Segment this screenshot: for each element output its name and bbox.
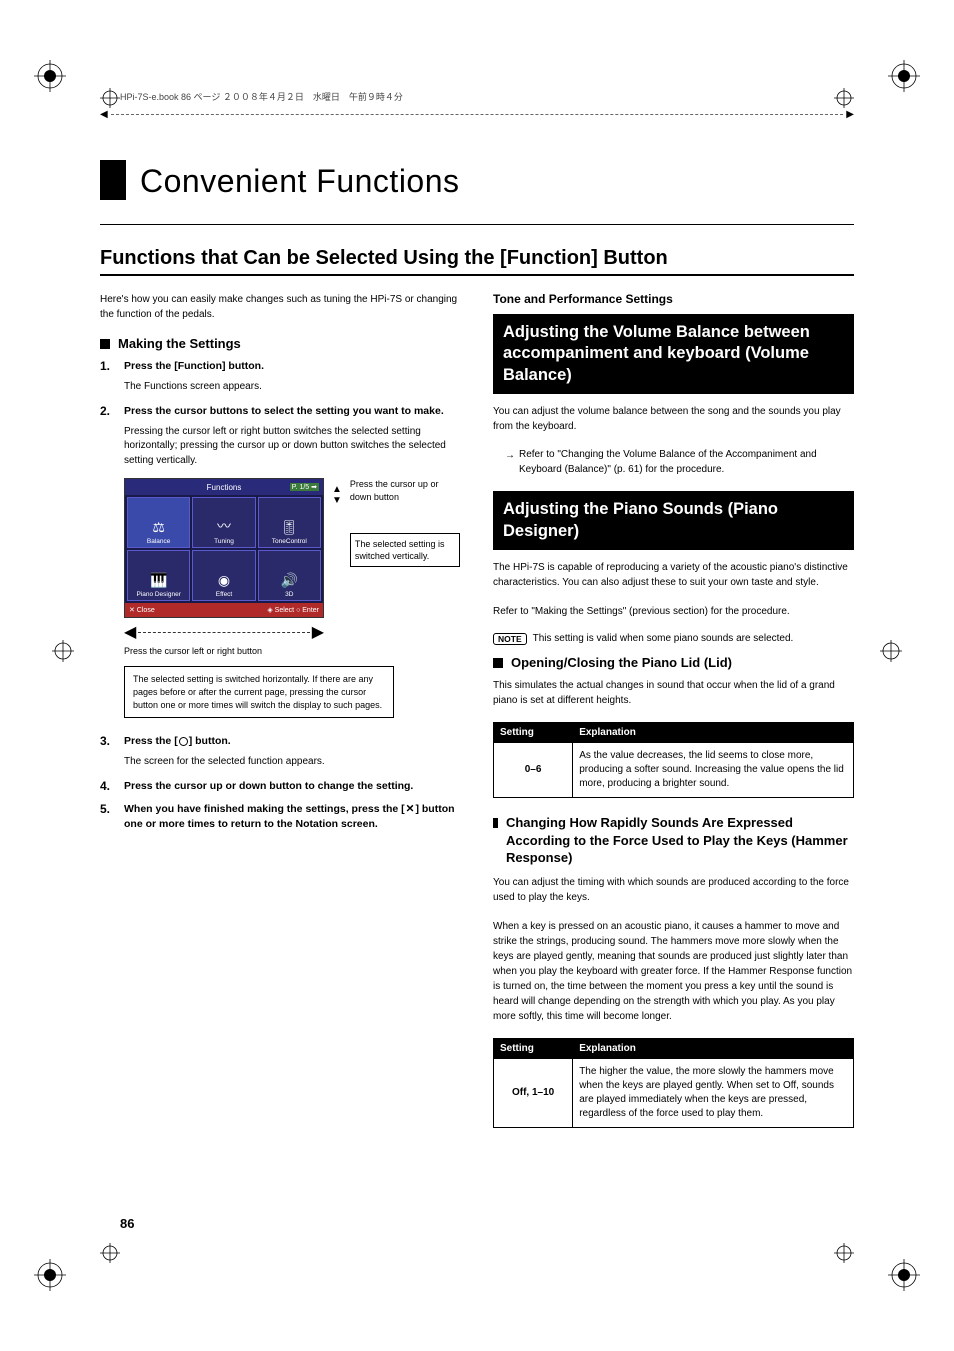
step-desc: The Functions screen appears. [124, 380, 461, 395]
note-text: This setting is valid when some piano so… [533, 633, 794, 644]
print-mark-icon [834, 1243, 854, 1263]
switch-explain-box: The selected setting is switched horizon… [124, 666, 394, 718]
th-explanation: Explanation [573, 1038, 854, 1058]
arrow-up-icon: ▲ [332, 484, 342, 495]
hammer-settings-table: SettingExplanation Off, 1–10The higher t… [493, 1038, 854, 1128]
square-bullet-icon [493, 818, 498, 828]
step-number: 5. [100, 802, 116, 831]
th-setting: Setting [494, 723, 573, 743]
functions-screen-figure: Functions P. 1/5 ➡ ⚖Balance 〰Tuning 🎚Ton… [124, 478, 324, 618]
piano-designer-heading: Adjusting the Piano Sounds (Piano Design… [493, 491, 854, 550]
fig-title: Functions [207, 483, 242, 492]
step-text: Press the [Function] button. [124, 359, 264, 374]
table-cell: The higher the value, the more slowly th… [573, 1058, 854, 1127]
fig-cell: ◉Effect [192, 550, 255, 601]
step-number: 3. [100, 734, 116, 749]
body-text: You can adjust the timing with which sou… [493, 875, 854, 905]
fig-cell: 🎹Piano Designer [127, 550, 190, 601]
ref-text: Refer to "Changing the Volume Balance of… [519, 448, 854, 477]
fig-arrow-horizontal: ◀▶ [124, 622, 324, 642]
step-number: 4. [100, 779, 116, 794]
fig-cell: ⚖Balance [127, 497, 190, 548]
fig-select: ◈ Select [267, 607, 294, 614]
step-desc: Pressing the cursor left or right button… [124, 425, 461, 469]
heading-text: Opening/Closing the Piano Lid (Lid) [511, 655, 732, 670]
fig-enter: ○ Enter [296, 607, 319, 614]
volume-balance-heading: Adjusting the Volume Balance between acc… [493, 314, 854, 394]
fig-close: ✕ Close [129, 606, 155, 614]
body-text: You can adjust the volume balance betwee… [493, 404, 854, 434]
tone-settings-heading: Tone and Performance Settings [493, 292, 854, 306]
heading-text: Making the Settings [118, 336, 241, 351]
x-icon: ✕ [406, 802, 415, 817]
making-settings-heading: Making the Settings [100, 336, 461, 351]
heading-text: Changing How Rapidly Sounds Are Expresse… [506, 814, 854, 867]
fig-note-vertical: The selected setting is switched vertica… [350, 533, 460, 567]
circle-icon [179, 737, 188, 746]
step-text: When you have finished making the settin… [124, 802, 461, 831]
body-text: This simulates the actual changes in sou… [493, 678, 854, 708]
th-setting: Setting [494, 1038, 573, 1058]
square-bullet-icon [493, 658, 503, 668]
chapter-badge [100, 160, 126, 200]
note-tag: NOTE [493, 633, 527, 645]
square-bullet-icon [100, 339, 110, 349]
hammer-heading: Changing How Rapidly Sounds Are Expresse… [493, 814, 854, 867]
lid-heading: Opening/Closing the Piano Lid (Lid) [493, 655, 854, 670]
step-number: 1. [100, 359, 116, 374]
section-rule [100, 274, 854, 276]
fig-cell: 🔊3D [258, 550, 321, 601]
print-mark-icon [34, 1259, 66, 1291]
fig-cell: 🎚ToneControl [258, 497, 321, 548]
body-text: Refer to "Making the Settings" (previous… [493, 604, 854, 619]
step-text: Press the cursor buttons to select the s… [124, 404, 444, 419]
print-mark-icon [888, 1259, 920, 1291]
lid-settings-table: SettingExplanation 0–6As the value decre… [493, 722, 854, 798]
print-mark-icon [100, 1243, 120, 1263]
section-title: Functions that Can be Selected Using the… [100, 247, 854, 270]
page-number: 86 [120, 1216, 134, 1231]
intro-text: Here's how you can easily make changes s… [100, 292, 461, 322]
chapter-title: Convenient Functions [140, 163, 460, 200]
arrow-down-icon: ▼ [332, 495, 342, 506]
step-text: Press the cursor up or down button to ch… [124, 779, 413, 794]
step-desc: The screen for the selected function app… [124, 755, 461, 770]
step-number: 2. [100, 404, 116, 419]
table-cell: As the value decreases, the lid seems to… [573, 743, 854, 798]
step-text: Press the [] button. [124, 734, 231, 749]
table-cell: Off, 1–10 [494, 1058, 573, 1127]
body-text: The HPi-7S is capable of reproducing a v… [493, 560, 854, 590]
book-header: HPi-7S-e.book 86 ページ ２００８年４月２日 水曜日 午前９時４… [120, 90, 854, 103]
fig-cell: 〰Tuning [192, 497, 255, 548]
chapter-rule [100, 224, 854, 225]
body-text: When a key is pressed on an acoustic pia… [493, 919, 854, 1024]
arrow-right-icon: → [505, 449, 515, 477]
header-rule: ◀▶ [100, 109, 854, 120]
table-cell: 0–6 [494, 743, 573, 798]
fig-page-ind: P. 1/5 ➡ [290, 483, 319, 491]
fig-note-updown: Press the cursor up or down button [350, 478, 460, 502]
fig-caption: Press the cursor left or right button [124, 646, 461, 656]
th-explanation: Explanation [573, 723, 854, 743]
